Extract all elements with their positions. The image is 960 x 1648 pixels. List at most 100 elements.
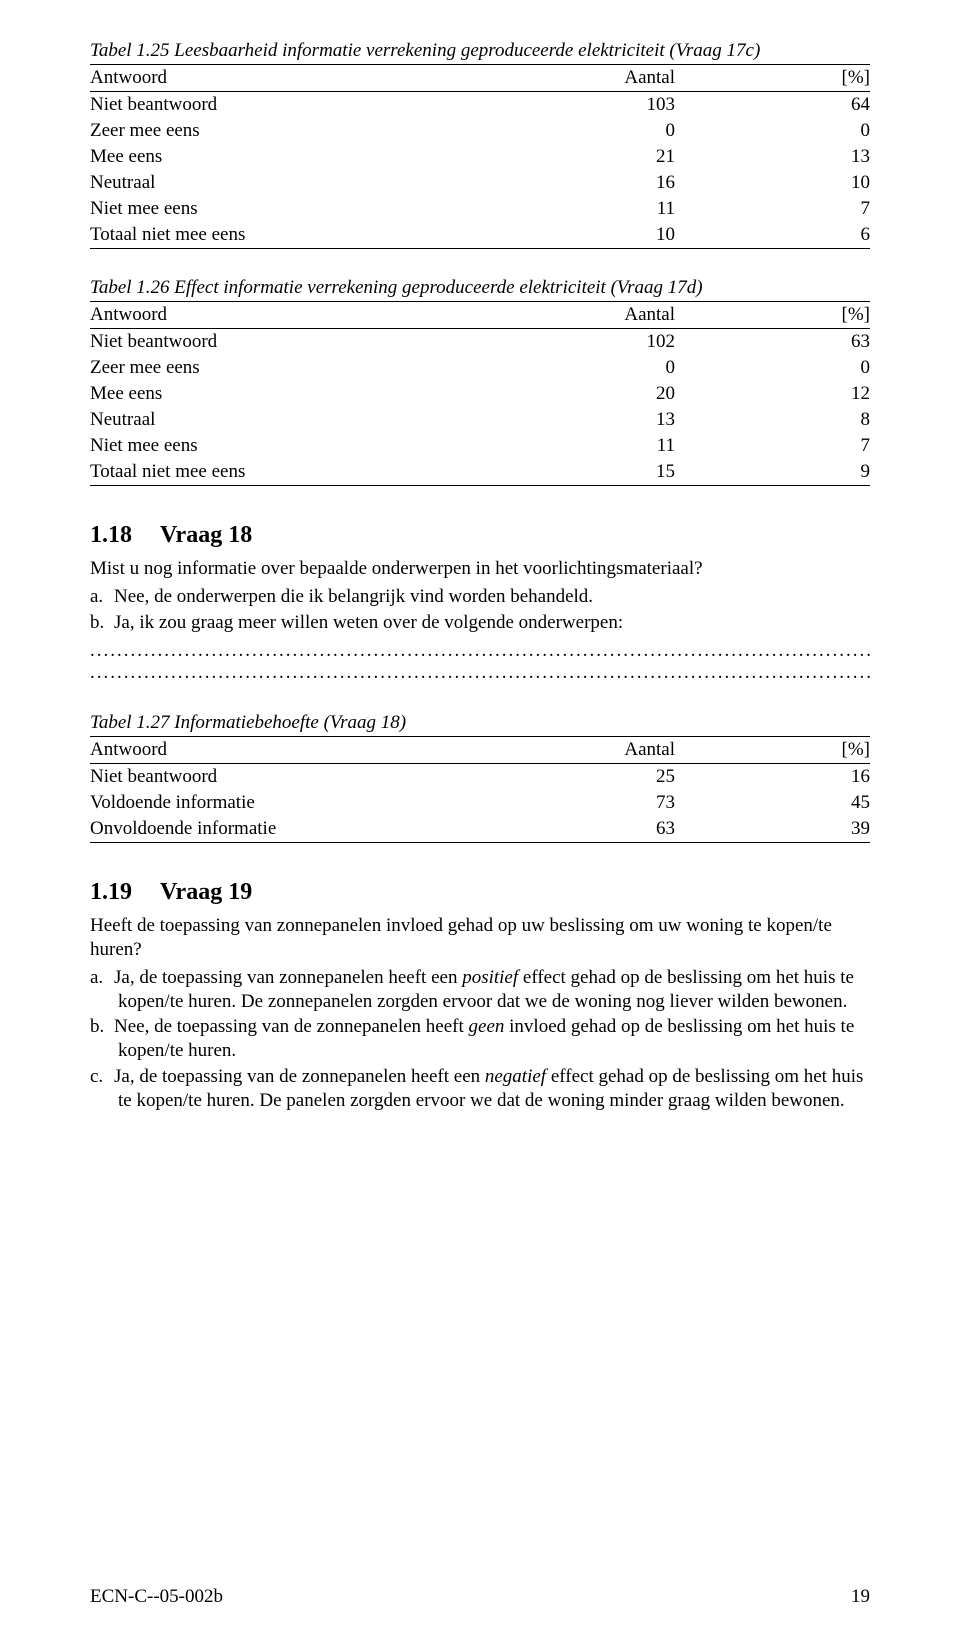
option-b: b.Ja, ik zou graag meer willen weten ove… [90,611,870,635]
cell: 45 [675,790,870,816]
table-row: Totaal niet mee eens159 [90,459,870,486]
cell: 13 [675,144,870,170]
table-125-caption: Tabel 1.25 Leesbaarheid informatie verre… [90,40,870,62]
table-127: Antwoord Aantal [%] Niet beantwoord2516 … [90,736,870,843]
cell: Neutraal [90,170,480,196]
cell: Zeer mee eens [90,118,480,144]
option-c: c.Ja, de toepassing van de zonnepanelen … [90,1065,870,1113]
table-row: Niet mee eens117 [90,196,870,222]
cell: Neutraal [90,407,480,433]
table-row: Niet beantwoord10364 [90,92,870,119]
page: Tabel 1.25 Leesbaarheid informatie verre… [0,0,960,1648]
fill-line-2: ........................................… [90,662,870,684]
option-label: a. [90,966,114,990]
table-127-caption: Tabel 1.27 Informatiebehoefte (Vraag 18) [90,712,870,734]
cell: 21 [480,144,675,170]
col-header: Aantal [480,737,675,764]
footer-page-number: 19 [851,1586,870,1608]
option-em: positief [462,967,518,988]
cell: Totaal niet mee eens [90,459,480,486]
page-footer: ECN-C--05-002b 19 [90,1586,870,1608]
cell: 103 [480,92,675,119]
cell: 73 [480,790,675,816]
table-header-row: Antwoord Aantal [%] [90,302,870,329]
table-row: Niet beantwoord2516 [90,764,870,791]
cell: Mee eens [90,381,480,407]
option-label: b. [90,1015,114,1039]
section-number: 1.18 [90,522,160,549]
section-18-heading: 1.18Vraag 18 [90,522,870,549]
cell: 7 [675,433,870,459]
table-row: Mee eens2012 [90,381,870,407]
cell: Voldoende informatie [90,790,480,816]
col-header: Antwoord [90,302,480,329]
section-title: Vraag 19 [160,879,252,905]
table-row: Niet beantwoord10263 [90,329,870,356]
cell: 39 [675,816,870,843]
table-row: Zeer mee eens00 [90,355,870,381]
cell: Niet mee eens [90,196,480,222]
cell: 16 [675,764,870,791]
option-label: a. [90,585,114,609]
cell: 12 [675,381,870,407]
cell: 0 [675,355,870,381]
section-title: Vraag 18 [160,522,252,548]
cell: Mee eens [90,144,480,170]
cell: 7 [675,196,870,222]
option-a: a.Nee, de onderwerpen die ik belangrijk … [90,585,870,609]
cell: 11 [480,196,675,222]
footer-doc-code: ECN-C--05-002b [90,1586,223,1608]
section-number: 1.19 [90,879,160,906]
cell: 10 [675,170,870,196]
cell: Niet beantwoord [90,329,480,356]
cell: Niet beantwoord [90,92,480,119]
cell: 102 [480,329,675,356]
cell: Zeer mee eens [90,355,480,381]
cell: 11 [480,433,675,459]
table-header-row: Antwoord Aantal [%] [90,737,870,764]
option-em: geen [469,1016,505,1037]
option-label: c. [90,1065,114,1089]
option-pre: Ja, de toepassing van zonnepanelen heeft… [114,967,462,988]
cell: 64 [675,92,870,119]
col-header: Antwoord [90,65,480,92]
col-header: Aantal [480,65,675,92]
cell: Totaal niet mee eens [90,222,480,249]
col-header: Antwoord [90,737,480,764]
table-row: Onvoldoende informatie6339 [90,816,870,843]
cell: Onvoldoende informatie [90,816,480,843]
option-text: Ja, ik zou graag meer willen weten over … [114,612,623,633]
cell: 8 [675,407,870,433]
cell: Niet beantwoord [90,764,480,791]
col-header: [%] [675,302,870,329]
option-em: negatief [485,1066,546,1087]
table-row: Zeer mee eens00 [90,118,870,144]
cell: 0 [480,118,675,144]
option-pre: Nee, de toepassing van de zonnepanelen h… [114,1016,469,1037]
question-18-text: Mist u nog informatie over bepaalde onde… [90,557,870,581]
table-126-caption: Tabel 1.26 Effect informatie verrekening… [90,277,870,299]
cell: Niet mee eens [90,433,480,459]
table-row: Niet mee eens117 [90,433,870,459]
cell: 63 [675,329,870,356]
table-row: Totaal niet mee eens106 [90,222,870,249]
col-header: [%] [675,737,870,764]
option-b: b.Nee, de toepassing van de zonnepanelen… [90,1015,870,1063]
cell: 0 [675,118,870,144]
cell: 10 [480,222,675,249]
table-126: Antwoord Aantal [%] Niet beantwoord10263… [90,301,870,486]
cell: 25 [480,764,675,791]
table-row: Mee eens2113 [90,144,870,170]
cell: 16 [480,170,675,196]
cell: 63 [480,816,675,843]
question-19-text: Heeft de toepassing van zonnepanelen inv… [90,914,870,962]
cell: 13 [480,407,675,433]
option-label: b. [90,611,114,635]
table-125: Antwoord Aantal [%] Niet beantwoord10364… [90,64,870,249]
fill-line-1: ........................................… [90,640,870,662]
cell: 9 [675,459,870,486]
cell: 6 [675,222,870,249]
option-pre: Ja, de toepassing van de zonnepanelen he… [114,1066,485,1087]
table-row: Neutraal1610 [90,170,870,196]
cell: 15 [480,459,675,486]
